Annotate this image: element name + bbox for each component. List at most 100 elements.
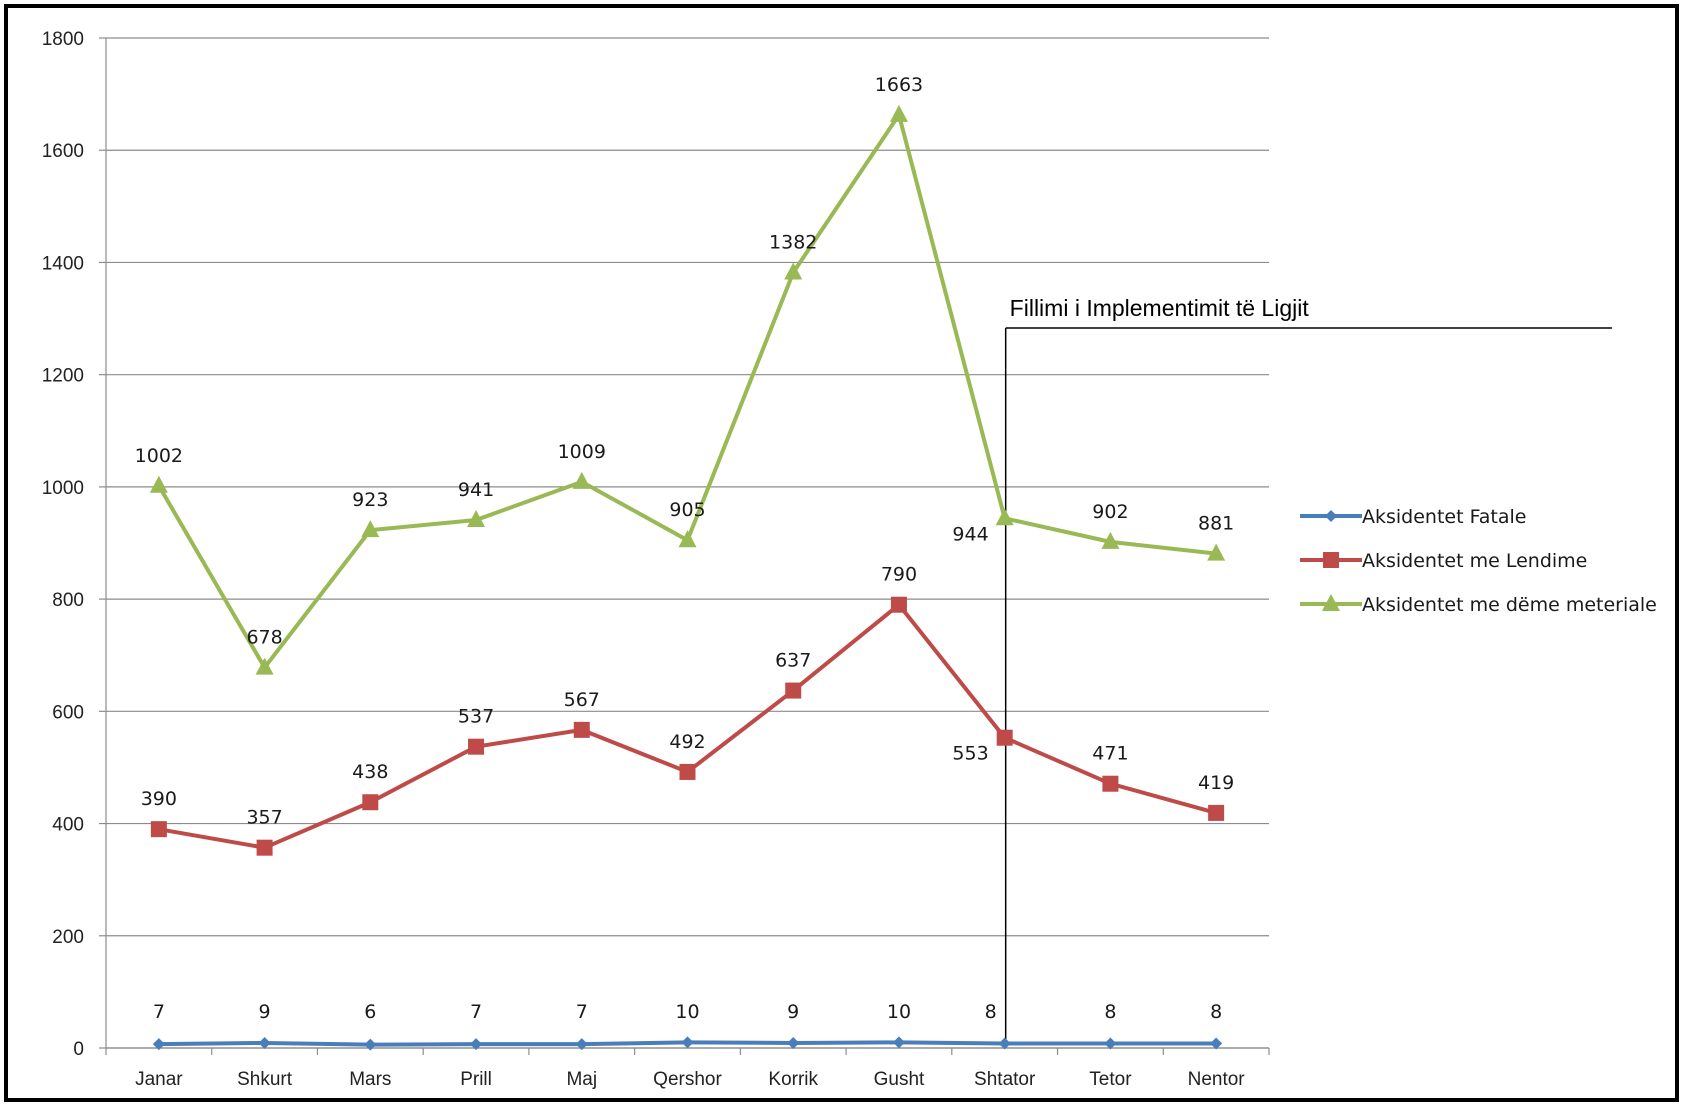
y-axis-ticks: 0 200 400 600 800 1000 1200 1400 1600 1800	[42, 29, 84, 1060]
square-marker	[890, 596, 907, 613]
x-tick-label: Mars	[349, 1069, 391, 1090]
y-tick-label: 600	[52, 702, 84, 723]
data-label: 7	[576, 1001, 588, 1023]
legend-label: Aksidentet me Lendime	[1362, 550, 1587, 572]
x-tick-label: Prill	[460, 1069, 492, 1090]
annotation-text: Fillimi i Implementimit të Ligjit	[1010, 295, 1310, 321]
square-marker	[150, 821, 167, 838]
y-tick-label: 1600	[42, 141, 84, 162]
square-marker	[256, 839, 273, 856]
data-label: 7	[153, 1001, 165, 1023]
triangle-marker	[361, 520, 380, 538]
triangle-marker	[572, 471, 591, 489]
series-square	[150, 596, 1225, 856]
triangle-marker	[995, 508, 1014, 526]
data-label: 8	[1210, 1001, 1222, 1023]
legend-label: Aksidentet Fatale	[1362, 506, 1527, 528]
data-label: 357	[246, 807, 282, 829]
triangle-marker	[889, 104, 908, 122]
square-marker	[996, 729, 1013, 746]
data-label: 10	[675, 1001, 699, 1023]
annotation: Fillimi i Implementimit të Ligjit	[1004, 295, 1612, 1048]
diamond-marker	[1210, 1037, 1223, 1050]
data-label: 390	[141, 788, 177, 810]
data-label: 567	[564, 689, 600, 711]
data-label: 923	[352, 489, 388, 511]
y-tick-label: 400	[52, 815, 84, 836]
y-tick-label: 1200	[42, 366, 84, 387]
y-tick-label: 1000	[42, 478, 84, 499]
square-marker	[1323, 552, 1339, 568]
y-tick-label: 200	[52, 927, 84, 948]
diamond-marker	[152, 1038, 165, 1051]
x-tick-label: Tetor	[1089, 1069, 1132, 1090]
square-marker	[573, 721, 590, 738]
legend-item: Aksidentet Fatale	[1300, 506, 1527, 528]
y-tick-label: 1800	[42, 29, 84, 50]
diamond-marker	[1104, 1037, 1117, 1050]
x-tick-label: Shtator	[974, 1069, 1036, 1090]
data-label: 902	[1092, 501, 1128, 523]
x-tick-label: Korrik	[768, 1069, 818, 1090]
series-line	[158, 602, 1217, 850]
diamond-marker	[787, 1036, 800, 1049]
legend-item: Aksidentet me Lendime	[1300, 550, 1587, 572]
data-label: 944	[952, 523, 988, 545]
triangle-marker	[1322, 594, 1340, 611]
diamond-marker	[1325, 510, 1337, 522]
diamond-marker	[681, 1036, 694, 1049]
data-label: 10	[887, 1001, 911, 1023]
data-label: 1382	[769, 232, 817, 254]
triangle-marker	[467, 509, 486, 527]
triangle-marker	[784, 262, 803, 280]
data-label: 881	[1198, 513, 1234, 535]
series-line	[157, 112, 1217, 670]
data-label: 790	[881, 564, 917, 586]
data-label: 941	[458, 479, 494, 501]
triangle-marker	[149, 475, 168, 493]
data-label: 492	[669, 731, 705, 753]
data-label: 8	[1104, 1001, 1116, 1023]
square-marker	[1208, 804, 1225, 821]
square-marker	[785, 682, 802, 699]
square-marker	[1102, 775, 1119, 792]
data-label: 6	[364, 1001, 376, 1023]
data-label: 1009	[558, 441, 606, 463]
triangle-marker	[678, 530, 697, 548]
y-tick-label: 0	[73, 1039, 84, 1060]
x-tick-label: Shkurt	[237, 1069, 293, 1090]
legend: Aksidentet Fatale Aksidentet me Lendime Ak…	[1300, 506, 1657, 616]
data-label: 438	[352, 761, 388, 783]
triangle-marker	[1207, 543, 1226, 561]
triangle-marker	[1101, 531, 1120, 549]
data-label: 678	[246, 627, 282, 649]
y-tick-label: 800	[52, 590, 84, 611]
data-label: 1002	[135, 445, 183, 467]
legend-label: Aksidentet me dëme meteriale	[1362, 594, 1657, 616]
diamond-marker	[575, 1038, 588, 1051]
x-axis-ticks: Janar Shkurt Mars Prill Maj Qershor Korrik Gush…	[135, 1069, 1245, 1090]
x-tick-label: Gusht	[874, 1069, 925, 1090]
square-marker	[362, 794, 379, 811]
diamond-marker	[470, 1038, 483, 1051]
series-group	[149, 104, 1226, 1051]
legend-item: Aksidentet me dëme meteriale	[1300, 594, 1657, 616]
x-tick-label: Maj	[566, 1069, 597, 1090]
data-label: 9	[787, 1001, 799, 1023]
x-tick-label: Janar	[135, 1069, 183, 1090]
chart-frame	[4, 4, 1679, 1102]
x-tick-label: Nentor	[1188, 1069, 1246, 1090]
data-label: 471	[1092, 743, 1128, 765]
data-label: 8	[985, 1001, 997, 1023]
series-triangle	[149, 104, 1226, 675]
x-tick-label: Qershor	[653, 1069, 722, 1090]
diamond-marker	[892, 1036, 905, 1049]
data-label: 7	[470, 1001, 482, 1023]
data-label: 905	[669, 499, 705, 521]
triangle-marker	[255, 657, 274, 675]
data-label: 537	[458, 706, 494, 728]
data-labels: 7 9 6 7 7 10 9 10 8 8 8 390 357 438 537 567 492 637 790 553…	[135, 74, 1235, 1023]
data-label: 419	[1198, 772, 1234, 794]
data-label: 637	[775, 650, 811, 672]
